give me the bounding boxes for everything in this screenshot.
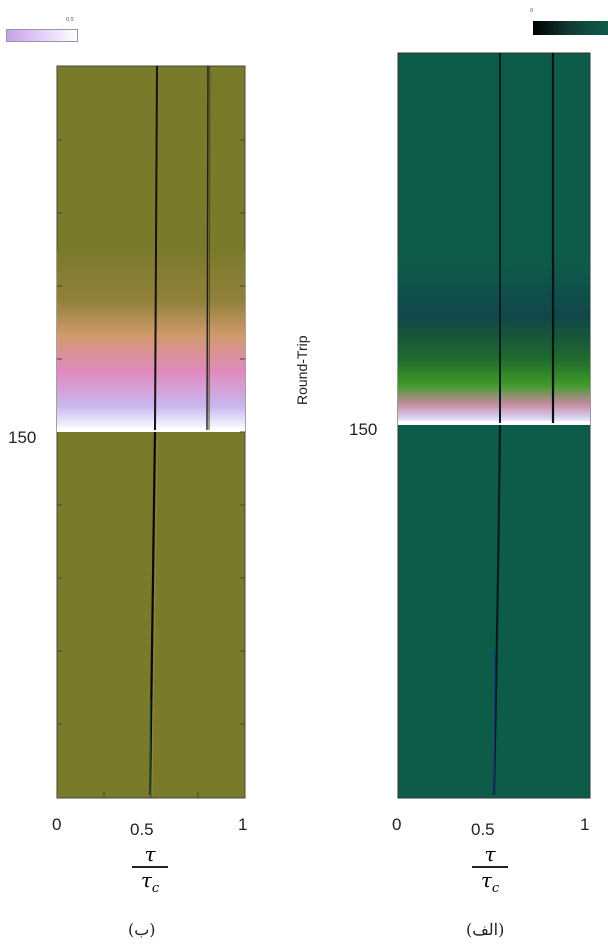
left-y-tick-150: 150 <box>8 428 36 447</box>
left-x-ticks <box>103 792 199 798</box>
left-xlabel-bar <box>132 866 168 868</box>
left-x-tick-0: 0 <box>52 815 61 834</box>
right-x-tick-0: 0 <box>392 815 401 834</box>
left-y-ticks <box>57 139 245 725</box>
left-x-tick-1: 1 <box>238 815 247 834</box>
left-flash-band <box>57 250 245 430</box>
left-colorbar <box>6 29 78 42</box>
right-xlabel-den-sub: c <box>491 880 500 896</box>
right-x-tick-1: 1 <box>580 815 589 834</box>
left-dark-line-2-shade <box>208 65 211 431</box>
right-x-axis-label: τ τc <box>468 843 512 901</box>
right-y-axis-label: Round-Trip <box>294 335 310 405</box>
left-colorbar-tick-label: 0.5 <box>66 17 74 23</box>
right-heatmap-panel: 0 0.5 1 150 <box>349 52 591 839</box>
right-heatmap-background <box>397 52 591 799</box>
right-y-tick-150: 150 <box>349 420 377 439</box>
right-bright-line-150 <box>398 421 590 425</box>
left-dark-line-1 <box>154 65 158 431</box>
right-colorbar <box>533 21 608 35</box>
right-drifting-line <box>492 424 502 796</box>
left-xlabel-den: τ <box>140 867 152 892</box>
left-x-tick-05: 0.5 <box>130 820 154 839</box>
right-colorbar-tick-label: 0 <box>530 8 534 14</box>
right-drifting-line-blue <box>493 649 496 796</box>
left-x-axis-label: τ τc <box>128 843 172 901</box>
left-drifting-line <box>148 431 157 796</box>
right-caption: (الف) <box>466 920 505 939</box>
left-xlabel-num: τ <box>144 842 156 866</box>
left-dark-line-2 <box>206 65 209 431</box>
right-xlabel-den: τ <box>480 867 492 892</box>
right-xlabel-num: τ <box>484 842 496 866</box>
left-drifting-line-glow <box>151 439 158 796</box>
left-bright-line-150 <box>57 428 245 432</box>
left-heatmap-panel: 150 0 0.5 1 <box>8 65 247 839</box>
right-x-tick-05: 0.5 <box>471 820 495 839</box>
left-xlabel-den-sub: c <box>151 880 160 896</box>
right-flash-band <box>398 260 590 424</box>
left-caption: (ب) <box>128 920 156 939</box>
right-xlabel-bar <box>472 866 508 868</box>
